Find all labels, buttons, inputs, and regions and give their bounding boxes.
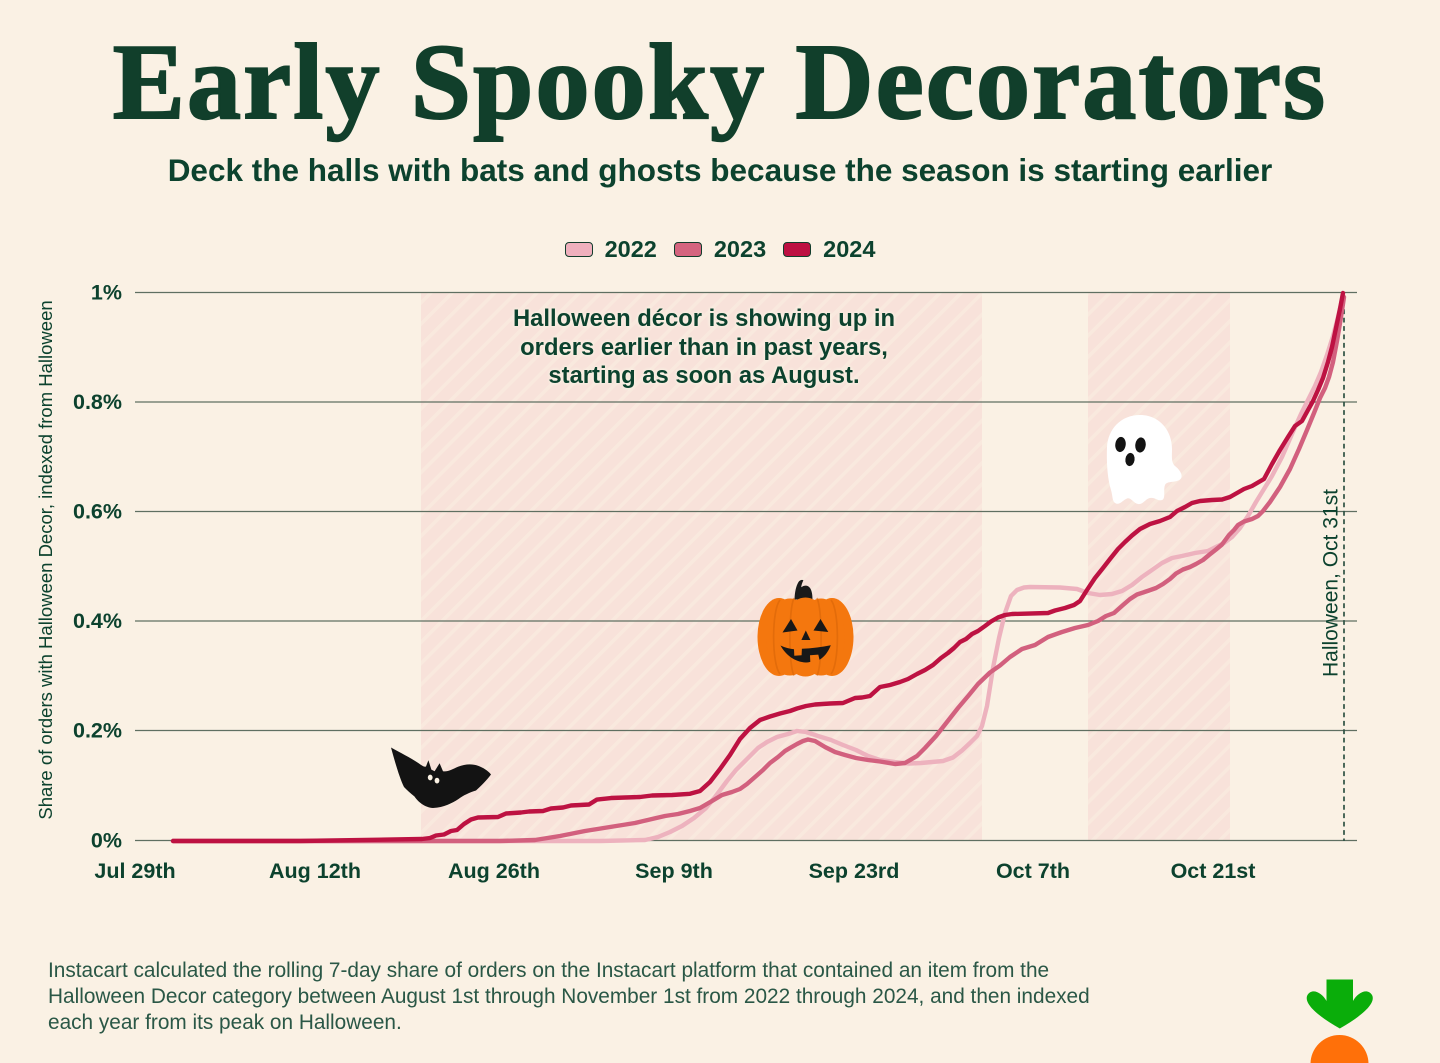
svg-text:Jul 29th: Jul 29th (94, 859, 175, 883)
svg-text:Sep 23rd: Sep 23rd (809, 859, 900, 883)
svg-text:Oct 21st: Oct 21st (1171, 859, 1256, 883)
svg-text:Halloween, Oct 31st: Halloween, Oct 31st (1320, 489, 1343, 677)
svg-text:Oct 7th: Oct 7th (996, 859, 1070, 883)
svg-text:0.2%: 0.2% (73, 719, 122, 743)
svg-text:0.4%: 0.4% (73, 609, 122, 633)
svg-text:Aug 12th: Aug 12th (269, 859, 361, 883)
svg-text:0.8%: 0.8% (73, 390, 122, 414)
svg-text:Aug 26th: Aug 26th (448, 859, 540, 883)
svg-text:Share of orders with Halloween: Share of orders with Halloween Decor, in… (35, 300, 56, 819)
svg-text:0.6%: 0.6% (73, 500, 122, 524)
svg-text:1%: 1% (91, 281, 122, 305)
svg-text:Sep 9th: Sep 9th (635, 859, 713, 883)
svg-text:0%: 0% (91, 829, 122, 853)
